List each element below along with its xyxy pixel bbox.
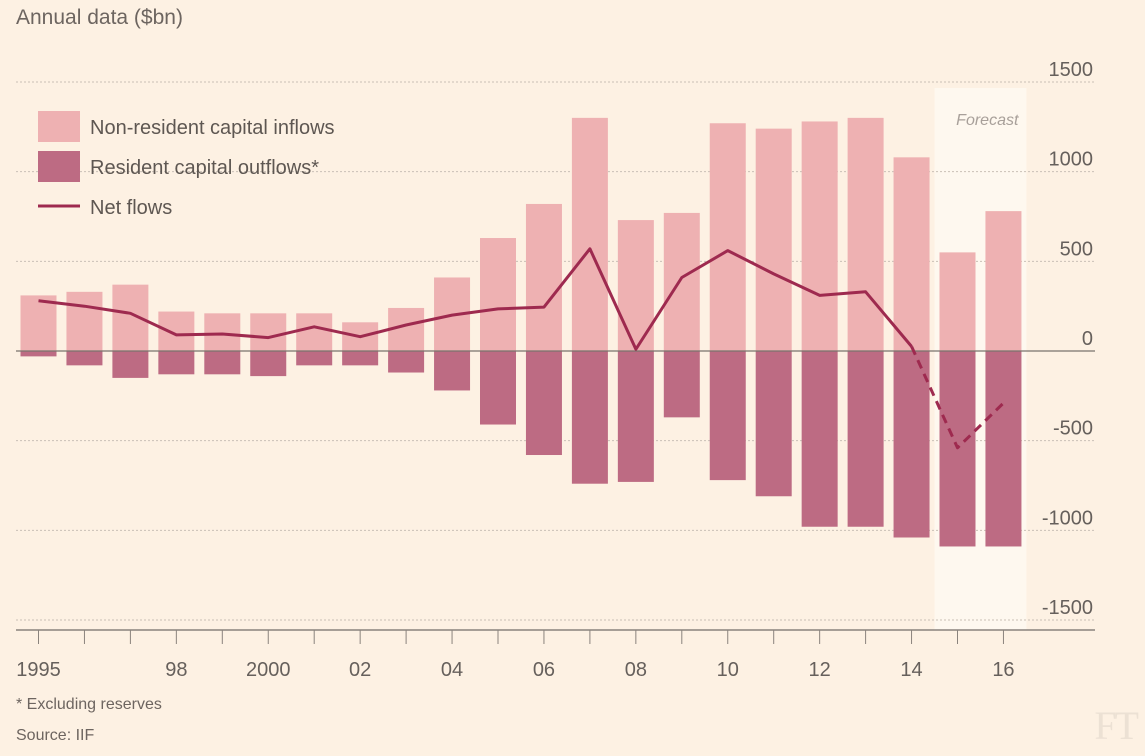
bar-inflow: [801, 121, 838, 351]
bar-inflow: [158, 311, 195, 351]
bar-outflow: [571, 351, 608, 484]
x-tick-label: 04: [441, 659, 463, 681]
x-tick-label: 12: [809, 659, 831, 681]
bar-inflow: [893, 157, 930, 351]
bar-inflow: [939, 252, 976, 351]
bar-inflow: [66, 291, 103, 351]
bar-outflow: [388, 351, 425, 373]
bar-outflow: [893, 351, 930, 538]
bar-inflow: [709, 123, 746, 351]
bar-outflow: [525, 351, 562, 456]
legend-label: Non-resident capital inflows: [90, 117, 335, 139]
legend-swatch-outflows: [38, 151, 80, 182]
legend-swatch-inflows: [38, 111, 80, 142]
bar-inflow: [525, 203, 562, 351]
y-tick-label: 1500: [1049, 59, 1094, 81]
legend-label: Net flows: [90, 197, 172, 219]
bar-outflow: [985, 351, 1022, 547]
x-tick-label: 06: [533, 659, 555, 681]
y-tick-label: 0: [1082, 328, 1093, 350]
bar-inflow: [985, 211, 1022, 351]
x-tick-label: 2000: [246, 659, 291, 681]
x-tick-label: 16: [992, 659, 1014, 681]
x-tick-label: 10: [717, 659, 739, 681]
ft-logo: FT: [1094, 703, 1139, 748]
footnote-source: Source: IIF: [16, 727, 95, 744]
bar-outflow: [709, 351, 746, 481]
bar-outflow: [617, 351, 654, 482]
chart-title: Annual data ($bn): [16, 6, 183, 29]
bar-inflow: [296, 313, 333, 351]
bar-outflow: [66, 351, 103, 366]
y-tick-label: 1000: [1049, 149, 1094, 171]
net-flows-line: [38, 247, 913, 351]
x-tick-label: 02: [349, 659, 371, 681]
y-tick-label: -1500: [1042, 597, 1093, 619]
bar-outflow: [296, 351, 333, 366]
bar-outflow: [801, 351, 838, 527]
bar-inflow: [571, 117, 608, 351]
bar-outflow: [158, 351, 195, 375]
bar-outflow: [204, 351, 241, 375]
forecast-label: Forecast: [956, 112, 1019, 129]
bar-outflow: [480, 351, 516, 425]
bar-inflow: [250, 313, 287, 351]
bar-outflow: [342, 351, 379, 366]
bar-inflow: [204, 313, 241, 351]
bar-inflow: [847, 117, 884, 351]
y-tick-label: 500: [1060, 238, 1093, 260]
x-tick-label: 1995: [16, 659, 61, 681]
bar-outflow: [434, 351, 471, 391]
footnote-reserves: * Excluding reserves: [16, 696, 162, 713]
bar-inflow: [663, 212, 700, 351]
bar-outflow: [755, 351, 792, 497]
x-tick-label: 98: [165, 659, 187, 681]
bar-outflow: [112, 351, 149, 378]
bar-inflow: [20, 295, 57, 351]
y-tick-label: -500: [1053, 418, 1093, 440]
x-tick-label: 14: [900, 659, 922, 681]
bar-inflow: [480, 238, 516, 351]
bar-outflow: [20, 351, 57, 357]
bar-outflow: [250, 351, 287, 377]
bar-outflow: [847, 351, 884, 527]
x-tick-label: 08: [625, 659, 647, 681]
bar-outflow: [663, 351, 700, 418]
legend-label: Resident capital outflows*: [90, 157, 319, 179]
y-tick-label: -1000: [1042, 507, 1093, 529]
bar-inflow: [755, 128, 792, 351]
